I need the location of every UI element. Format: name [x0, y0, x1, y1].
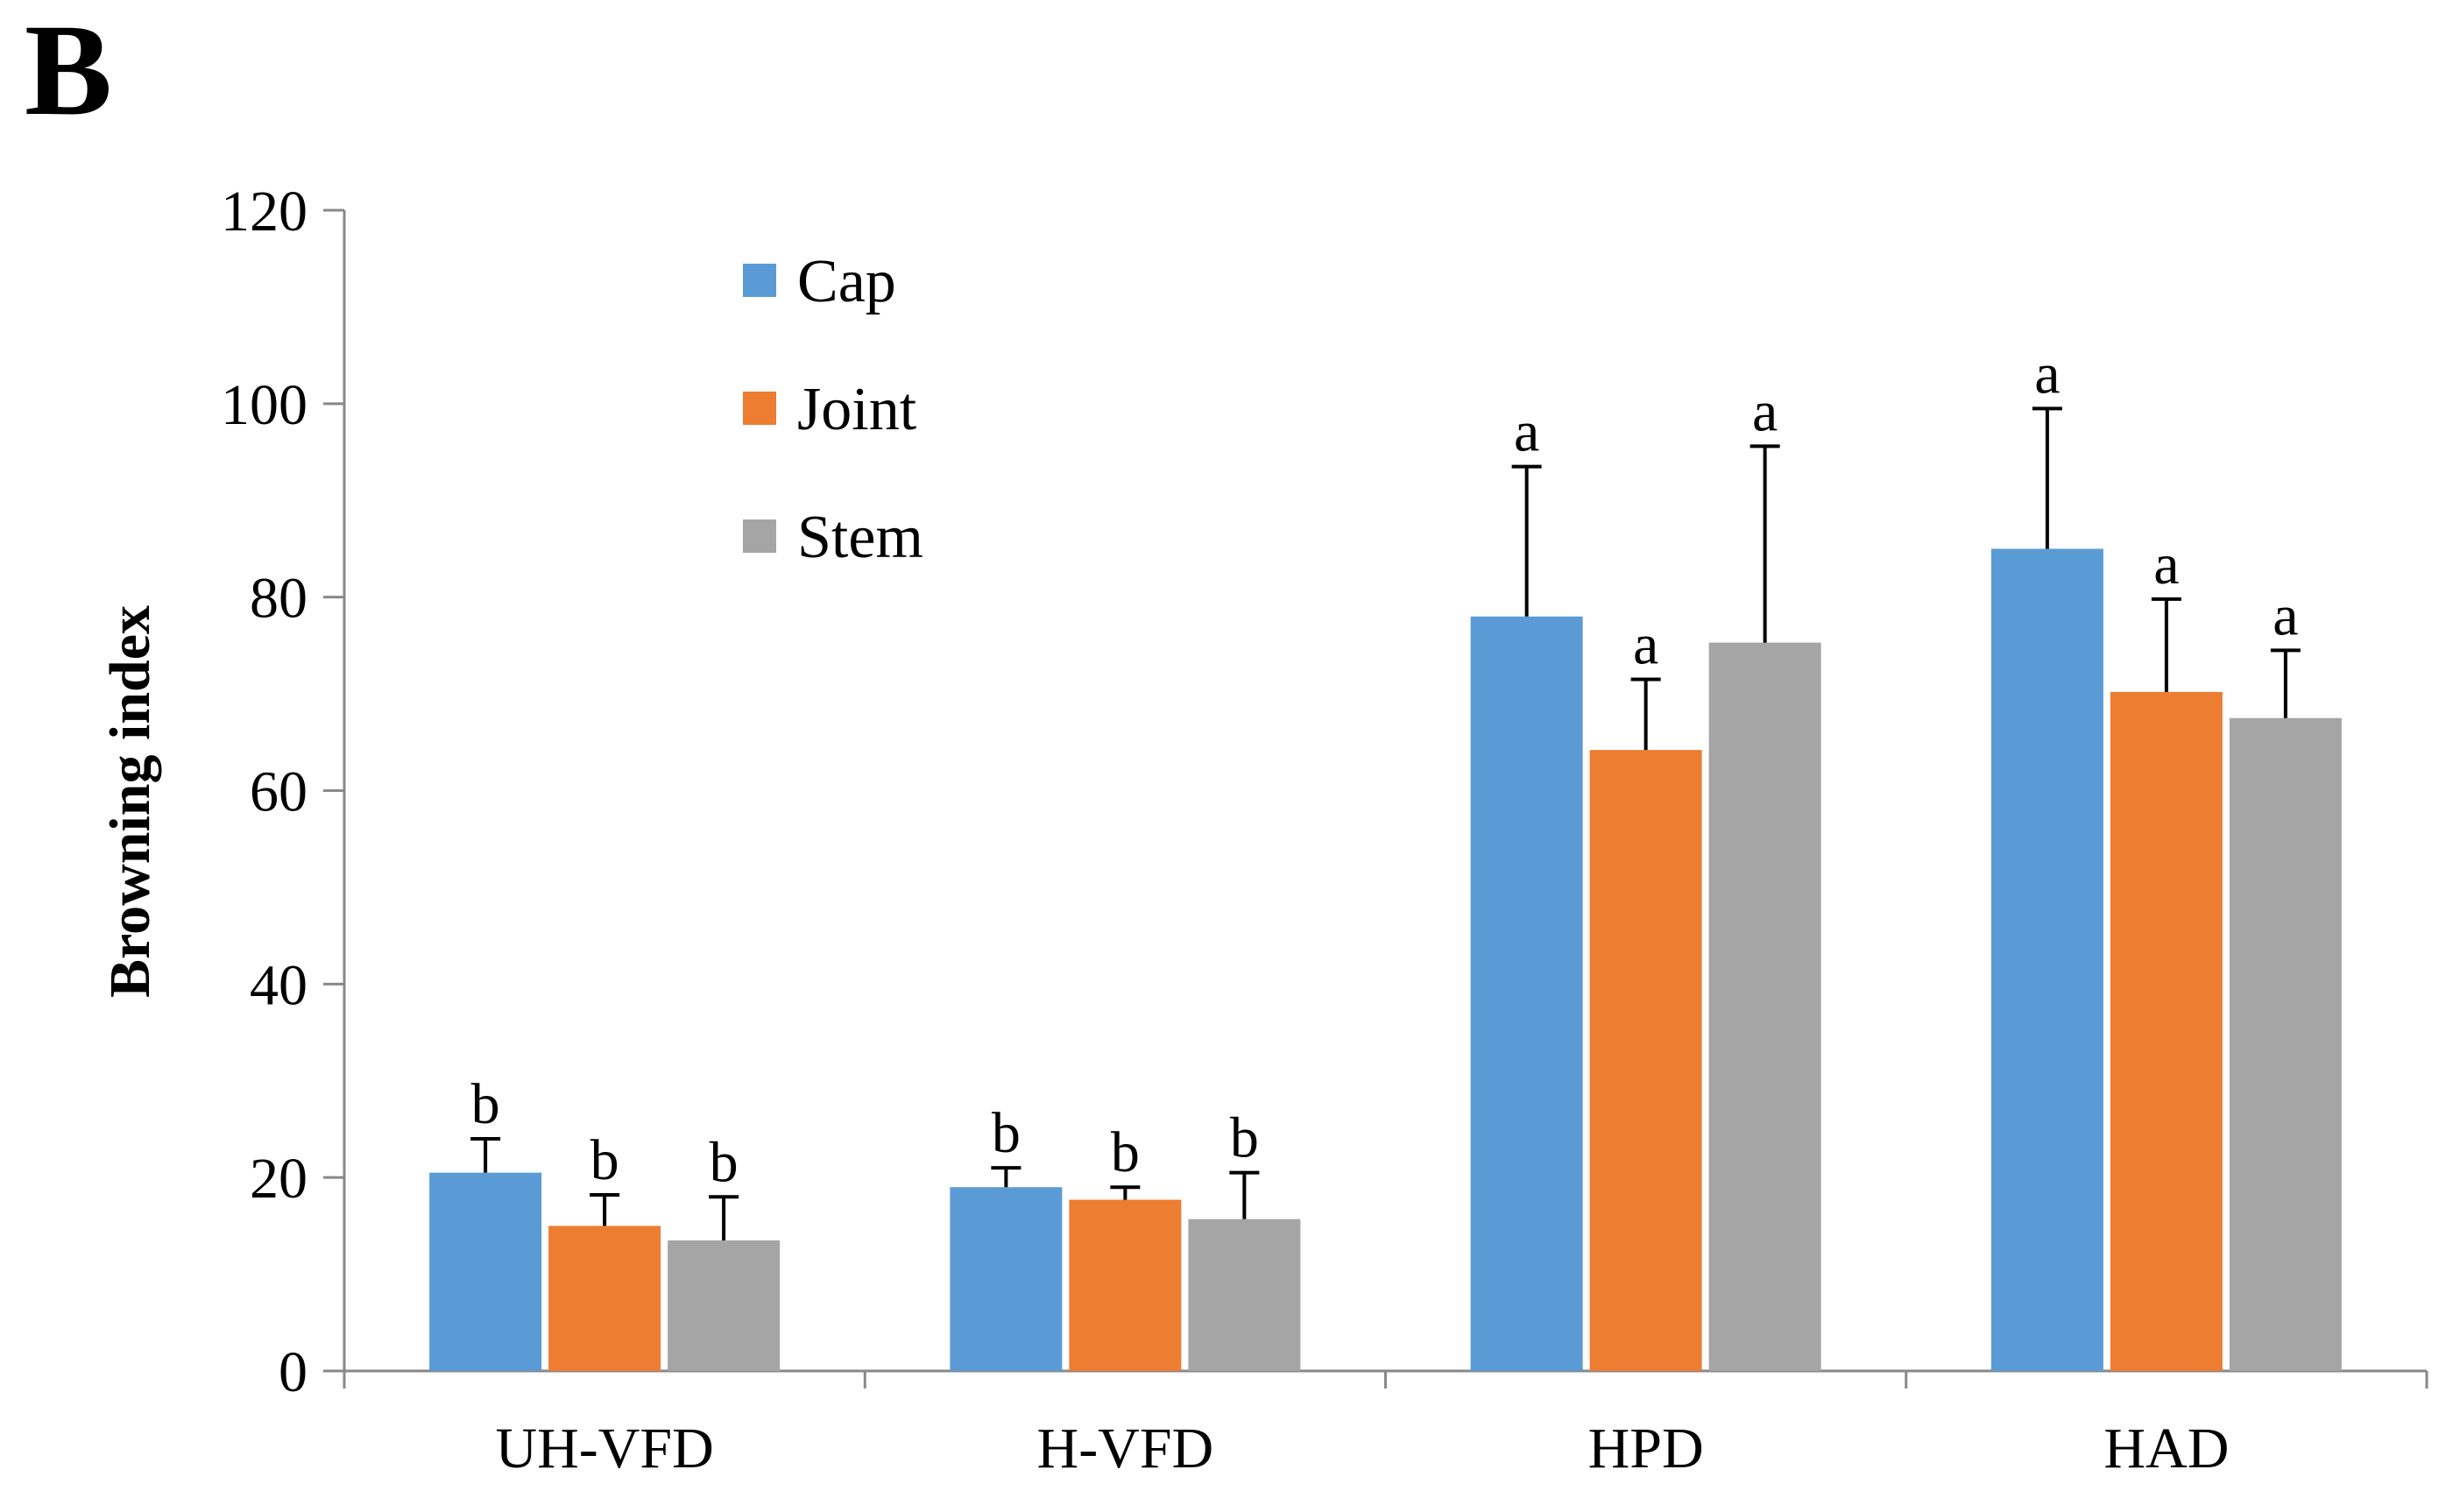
x-tick-label: H-VFD [1037, 1417, 1214, 1480]
significance-label: b [590, 1128, 619, 1192]
significance-label: a [1633, 613, 1658, 677]
bar-stem [1188, 1219, 1301, 1371]
y-tick-label: 0 [279, 1340, 308, 1404]
y-tick-label: 120 [221, 180, 308, 244]
significance-label: b [992, 1101, 1021, 1165]
y-tick-label: 60 [250, 760, 308, 824]
bar-stem [2229, 717, 2342, 1371]
significance-label: a [1752, 379, 1778, 443]
bar-cap [950, 1187, 1063, 1371]
significance-label: b [1230, 1106, 1259, 1170]
x-tick-label: UH-VFD [495, 1417, 713, 1480]
legend-swatch-cap [743, 264, 776, 297]
legend-swatch-joint [743, 392, 776, 425]
significance-label: b [710, 1130, 739, 1194]
x-tick-label: HAD [2103, 1417, 2229, 1480]
significance-label: a [2273, 583, 2298, 647]
bar-joint [548, 1226, 661, 1371]
significance-label: a [2034, 342, 2060, 406]
significance-label: a [1514, 400, 1539, 464]
plot-area: 0 20 40 60 80 100 120 b b b UH-VFD b b b H-VFD a a a HPD a a… [221, 180, 2428, 1480]
bar-joint [2110, 691, 2223, 1371]
y-axis-label: Browning index [98, 605, 162, 998]
bar-stem [668, 1240, 781, 1371]
significance-label: b [1111, 1120, 1140, 1184]
bar-cap [429, 1172, 542, 1371]
legend-label-cap: Cap [797, 248, 896, 315]
significance-label: b [471, 1072, 500, 1136]
bar-joint [1069, 1199, 1182, 1371]
y-tick-label: 100 [221, 373, 308, 437]
y-tick-label: 20 [250, 1147, 308, 1211]
panel-label: B [25, 0, 112, 143]
y-tick-label: 40 [250, 953, 308, 1017]
bar-cap [1470, 616, 1583, 1371]
bar-joint [1589, 750, 1702, 1371]
bar-cap [1990, 548, 2103, 1371]
significance-label: a [2153, 533, 2179, 597]
bar-stem [1708, 642, 1821, 1371]
legend-label-stem: Stem [797, 504, 923, 571]
y-tick-label: 80 [250, 567, 308, 631]
x-tick-label: HPD [1588, 1417, 1704, 1480]
legend: Cap Joint Stem [743, 248, 923, 571]
legend-label-joint: Joint [797, 376, 917, 443]
legend-swatch-stem [743, 519, 776, 553]
